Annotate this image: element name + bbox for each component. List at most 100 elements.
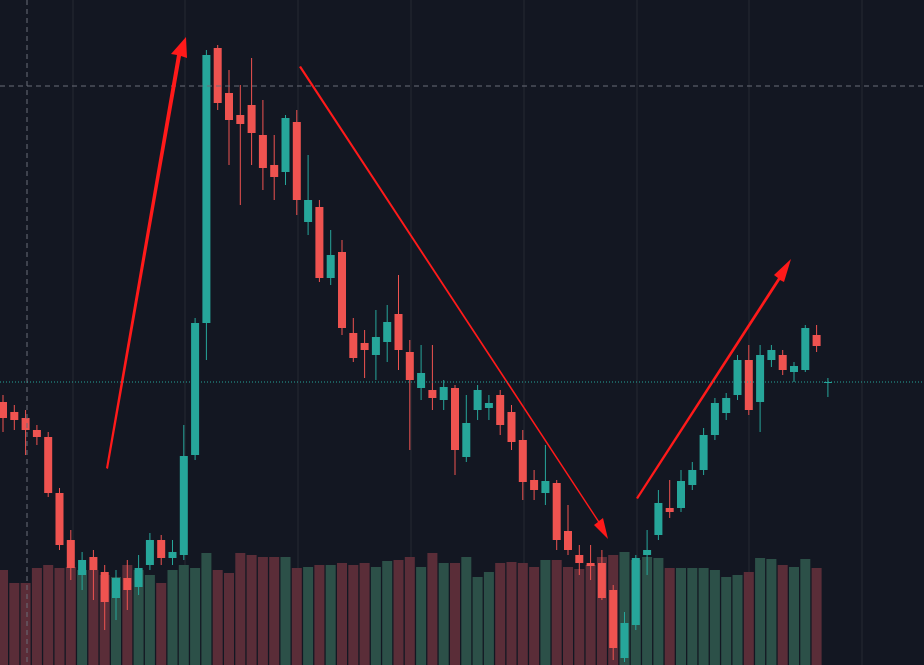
- candle-body: [451, 388, 459, 450]
- volume-bar: [235, 553, 246, 665]
- volume-bar: [269, 557, 280, 665]
- candle-body: [247, 105, 256, 133]
- volume-bar: [585, 565, 596, 665]
- candle-body: [258, 135, 267, 168]
- volume-bar: [777, 565, 788, 665]
- candle-body: [496, 395, 505, 425]
- volume-bar: [54, 568, 65, 665]
- volume-bar: [190, 568, 201, 665]
- volume-bar: [370, 567, 381, 665]
- candle-body: [145, 540, 154, 565]
- volume-bar: [246, 555, 257, 665]
- volume-bar: [325, 565, 336, 665]
- volume-bar: [450, 563, 460, 665]
- volume-bar: [65, 567, 76, 665]
- candle-body: [790, 366, 798, 372]
- arrow-down: [299, 66, 608, 539]
- candle-body: [281, 118, 290, 172]
- candle-body: [360, 343, 369, 350]
- candle-body: [801, 328, 810, 370]
- volume-bar: [212, 570, 223, 665]
- volume-bar: [811, 568, 822, 665]
- volume-bar: [766, 559, 777, 665]
- volume-bar: [653, 558, 664, 665]
- candle-body: [564, 531, 572, 550]
- candle-body: [609, 590, 618, 648]
- candle-body: [665, 508, 674, 512]
- candle-body: [89, 557, 98, 570]
- candle-body: [10, 412, 19, 420]
- volume-bar: [20, 583, 31, 665]
- volume-bar: [178, 565, 189, 665]
- candle-body: [0, 402, 7, 418]
- arrow-up-1: [106, 37, 187, 469]
- volume-bar: [721, 577, 732, 665]
- volume-bar: [167, 570, 178, 665]
- candle-body: [710, 403, 719, 435]
- candle-body: [722, 398, 731, 413]
- candle-body: [586, 563, 595, 566]
- volume-bar: [540, 560, 551, 665]
- candle-body: [428, 390, 437, 398]
- volume-bar: [709, 570, 720, 665]
- candle-body: [575, 555, 584, 563]
- volume-bar: [77, 570, 88, 665]
- candle-body: [462, 423, 471, 457]
- candle-body: [66, 540, 75, 568]
- candle-body: [134, 568, 143, 587]
- candle-body: [326, 255, 335, 278]
- candle-body: [767, 350, 776, 360]
- candle-body: [168, 552, 177, 558]
- candle-body: [179, 456, 188, 555]
- candle-body: [643, 550, 652, 555]
- volume-bar: [224, 573, 234, 665]
- candle-body: [417, 373, 426, 388]
- candle-body: [55, 493, 64, 545]
- volume-bar: [427, 553, 438, 665]
- volume-bar: [687, 568, 698, 665]
- volume-bar: [314, 565, 325, 665]
- candle-body: [32, 430, 41, 437]
- volume-bar: [619, 552, 630, 665]
- volume-bar: [133, 570, 144, 665]
- candle-body: [473, 390, 482, 410]
- candle-body: [225, 93, 233, 120]
- volume-bar: [495, 563, 506, 665]
- volume-bar: [348, 565, 359, 665]
- candle-body: [292, 122, 301, 200]
- candle-body: [620, 623, 629, 658]
- volume-bar: [574, 569, 585, 665]
- candle-body: [439, 387, 448, 400]
- volume-bar: [9, 583, 20, 665]
- candle-body: [315, 207, 324, 278]
- candle-body: [338, 252, 346, 328]
- volume-bar: [201, 553, 212, 665]
- candle-body: [371, 337, 380, 355]
- candle-body: [744, 360, 753, 410]
- volume-bar: [438, 563, 449, 665]
- candle-body: [541, 481, 550, 493]
- candle-body: [383, 322, 392, 342]
- volume-bar: [698, 568, 709, 665]
- candle-body: [756, 355, 765, 402]
- volume-bar: [156, 583, 167, 665]
- candle-body: [21, 418, 30, 430]
- volume-bar: [111, 577, 121, 665]
- volume-bar: [43, 565, 54, 665]
- candle-body: [304, 200, 313, 222]
- volume-bar: [563, 567, 573, 665]
- candle-body: [394, 314, 403, 350]
- candle-body: [270, 165, 279, 177]
- volume-layer: [0, 552, 822, 665]
- volume-bar: [382, 561, 393, 665]
- candle-body: [157, 540, 166, 558]
- candle-body: [518, 440, 527, 482]
- candle-body: [213, 48, 222, 103]
- candle-body: [78, 560, 87, 575]
- candle-body: [552, 483, 561, 540]
- candle-body: [349, 333, 358, 358]
- volume-bar: [393, 560, 404, 665]
- volume-bar: [800, 559, 811, 665]
